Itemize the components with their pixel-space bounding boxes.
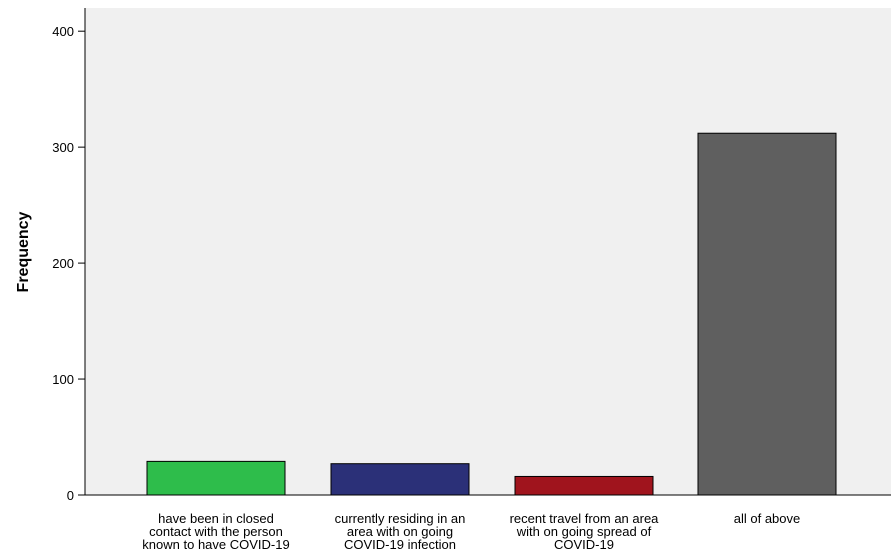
y-tick-label: 200: [52, 256, 74, 271]
y-axis-title: Frequency: [15, 211, 32, 292]
y-tick-label: 0: [67, 488, 74, 503]
x-category-label-4: all of above: [734, 511, 801, 526]
bar-2: [330, 463, 470, 496]
x-category-label-3: recent travel from an area with on going …: [510, 511, 660, 552]
x-axis-category-labels: have been in closed contact with the pers…: [142, 511, 800, 552]
x-category-label-2: currently residing in an area with on goi…: [335, 511, 466, 552]
y-tick-label: 400: [52, 24, 74, 39]
y-tick-label: 100: [52, 372, 74, 387]
y-tick-label: 300: [52, 140, 74, 155]
bars: [146, 132, 837, 496]
bar-1: [146, 460, 286, 496]
y-axis-ticks: 0 100 200 300 400: [52, 24, 85, 503]
bar-3: [514, 475, 654, 496]
x-category-label-1: have been in closed contact with the pers…: [142, 511, 289, 552]
bar-4: [697, 132, 837, 496]
